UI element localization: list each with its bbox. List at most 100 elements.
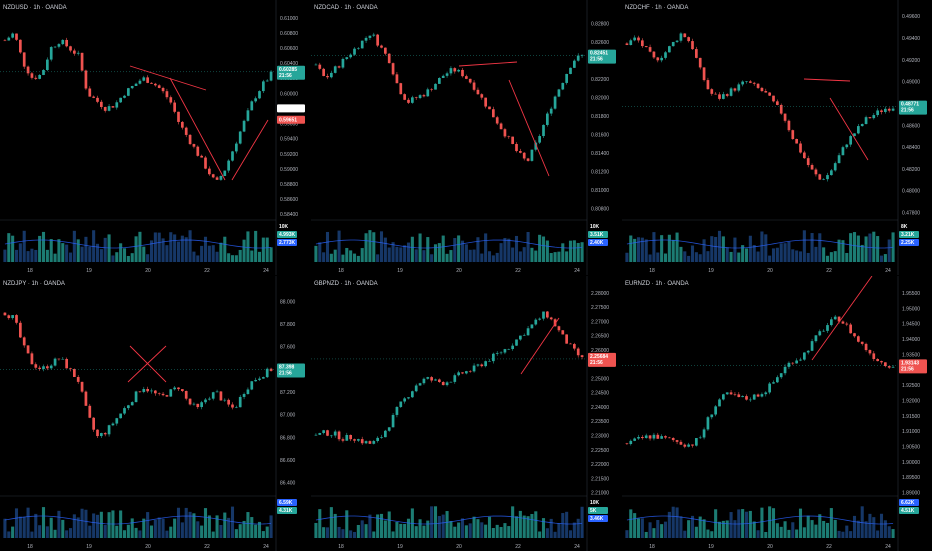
volume-bar — [441, 514, 445, 538]
y-tick-label: 2.24500 — [591, 391, 609, 397]
candle-body — [706, 417, 710, 430]
candle-body — [146, 388, 149, 392]
volume-bar — [580, 506, 584, 538]
candle-body — [322, 430, 325, 433]
candle-body — [238, 131, 242, 144]
candle-body — [534, 319, 538, 325]
candle-body — [173, 102, 176, 112]
volume-bar — [111, 255, 115, 262]
volume-ma-line — [4, 515, 272, 525]
chart-panel-1[interactable]: NZDCAD · 1h · OANDA0.828000.826000.82400… — [311, 0, 621, 275]
candle-body — [372, 34, 376, 36]
candle-body — [492, 109, 495, 118]
candle-body — [445, 73, 449, 76]
candle-body — [644, 435, 648, 439]
candle-body — [822, 179, 825, 180]
volume-bar — [814, 524, 818, 538]
volume-bar — [360, 520, 364, 538]
candle-body — [384, 430, 387, 438]
candle-body — [826, 175, 829, 180]
volume-bar — [14, 508, 19, 538]
y-tick-label: 1.90500 — [902, 444, 920, 450]
volume-bar — [514, 235, 519, 262]
candle-body — [860, 341, 864, 344]
volume-bar — [130, 253, 134, 262]
candle-body — [830, 170, 833, 176]
volume-bar — [640, 518, 644, 538]
chart-panel-2[interactable]: NZDCHF · 1h · OANDA 0.49600 0.49400 0.49200… — [622, 0, 932, 275]
volume-bar — [30, 531, 34, 538]
candle-body — [887, 366, 891, 368]
candle-body — [553, 319, 557, 327]
volume-tag: 10K — [590, 224, 600, 230]
candle-body — [526, 328, 530, 336]
volume-bar — [238, 524, 242, 538]
candle-body — [262, 81, 265, 92]
candle-body — [822, 330, 825, 332]
candle-body — [549, 317, 553, 320]
volume-bar — [729, 251, 733, 262]
candle-body — [741, 81, 744, 85]
trend-line-drawing — [803, 78, 851, 82]
volume-bar — [576, 518, 580, 538]
volume-bar — [810, 233, 814, 262]
volume-bar — [134, 236, 138, 262]
volume-bar — [791, 249, 795, 262]
candle-body — [503, 349, 507, 353]
candle-body — [722, 394, 725, 400]
volume-bar — [710, 236, 714, 262]
candle-body — [538, 318, 541, 320]
volume-bar — [698, 516, 702, 538]
chart-title: NZDUSD · 1h · OANDA — [3, 5, 67, 11]
candle-body — [492, 353, 495, 362]
volume-bar — [372, 232, 376, 262]
candle-body — [561, 82, 565, 90]
candle-body — [449, 381, 453, 383]
candle-body — [656, 434, 660, 439]
candle-body — [196, 146, 200, 156]
chart-panel-5[interactable]: EURNZD · 1h · OANDA 1.95500 1.95000 1.94500… — [622, 276, 932, 551]
candle-body — [169, 389, 173, 397]
volume-bar — [714, 509, 718, 538]
chart-panel-3[interactable]: NZDJPY · 1h · OANDA 88.000 87.800 87.600 87.… — [0, 276, 310, 551]
volume-bar — [522, 247, 526, 262]
candle-body — [438, 78, 441, 84]
volume-bar — [84, 509, 88, 538]
candle-body — [154, 83, 157, 86]
volume-bar — [437, 516, 441, 538]
y-tick-label: 87.200 — [280, 390, 296, 396]
candle-body — [88, 405, 92, 418]
candle-body — [418, 95, 422, 99]
candle-body — [204, 157, 207, 169]
x-tick-label: 20 — [456, 268, 462, 274]
candle-body — [208, 398, 211, 400]
volume-bar — [568, 240, 573, 262]
chart-panel-4[interactable]: GBPNZD · 1h · OANDA 2.28000 2.27500 2.27000… — [311, 276, 621, 551]
volume-bar — [487, 251, 492, 262]
volume-bar — [872, 517, 876, 538]
y-tick-label: 2.22000 — [591, 462, 609, 468]
y-tick-label: 0.58400 — [280, 212, 298, 218]
chart-panel-0[interactable]: NZDUSD · 1h · OANDA 0.61000 0.60800 0.60600… — [0, 0, 310, 275]
candle-body — [26, 66, 30, 74]
candle-body — [360, 439, 364, 444]
candle-body — [853, 333, 856, 337]
x-tick-label: 20 — [145, 268, 151, 274]
candle-body — [864, 117, 868, 125]
candle-body — [80, 52, 84, 71]
volume-bar — [864, 236, 868, 262]
candle-body — [103, 107, 107, 111]
volume-bar — [457, 235, 461, 262]
candle-body — [853, 133, 856, 137]
volume-bar — [852, 515, 857, 538]
candle-body — [46, 366, 49, 369]
volume-bar — [729, 512, 733, 538]
volume-bar — [460, 518, 465, 538]
volume-bar — [49, 517, 53, 538]
volume-bar — [802, 230, 806, 262]
candle-body — [733, 88, 737, 91]
y-tick-label: 0.60800 — [280, 31, 298, 37]
volume-bar — [441, 235, 445, 262]
volume-bar — [65, 530, 69, 538]
candle-body — [695, 49, 698, 58]
